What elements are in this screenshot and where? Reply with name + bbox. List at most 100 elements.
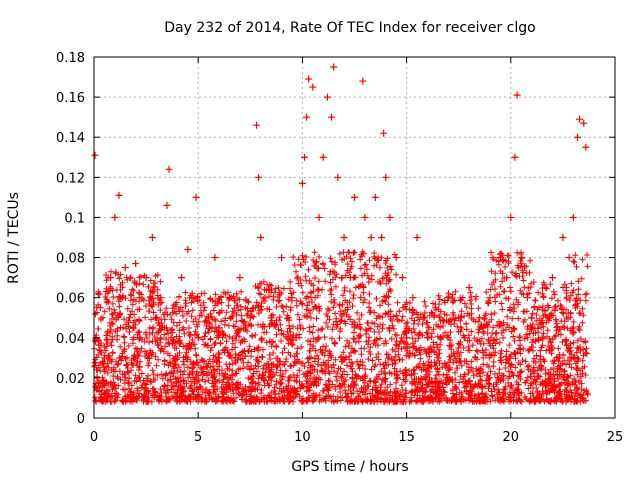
data-point	[486, 294, 494, 302]
data-point	[573, 133, 581, 141]
y-tick-label: 0.14	[56, 131, 85, 146]
y-tick-label: 0	[77, 412, 85, 427]
data-point	[267, 314, 275, 322]
y-axis-label: ROTI / TECUs	[6, 192, 22, 284]
y-tick-label: 0.12	[56, 171, 85, 186]
data-point	[476, 314, 484, 322]
x-tick-label: 0	[90, 430, 98, 445]
data-point	[386, 213, 394, 221]
data-point	[548, 274, 556, 282]
y-tick-label: 0.1	[64, 211, 85, 226]
data-point	[403, 334, 411, 342]
data-point	[434, 354, 442, 362]
data-point	[419, 314, 427, 322]
data-point	[340, 234, 348, 241]
data-point	[319, 153, 327, 161]
data-point	[184, 246, 192, 254]
data-point	[236, 274, 244, 282]
data-point	[461, 334, 469, 342]
data-point	[211, 254, 219, 262]
data-point	[111, 213, 119, 221]
data-point	[100, 354, 108, 362]
data-point	[538, 334, 546, 342]
data-point	[576, 115, 584, 123]
y-tick-label: 0.16	[56, 91, 85, 106]
data-point	[255, 173, 263, 181]
data-point	[96, 304, 104, 312]
data-point	[115, 191, 123, 199]
data-point	[559, 234, 567, 241]
data-point	[246, 314, 254, 322]
data-point	[528, 314, 536, 322]
axis-ticks: 0 0.02 0.04 0.06 0.08 0.1 0.12 0.14 0.16 0.18 0 5 10…	[56, 51, 623, 445]
data-point	[367, 234, 375, 241]
data-point	[496, 254, 504, 262]
data-point	[178, 274, 186, 282]
data-point	[334, 173, 342, 181]
data-point	[351, 193, 358, 201]
data-point	[157, 294, 165, 302]
data-point	[136, 334, 144, 342]
chart-title: Day 232 of 2014, Rate Of TEC Index for r…	[164, 20, 535, 36]
data-point	[132, 260, 140, 268]
data-point	[288, 294, 296, 302]
data-point	[517, 254, 525, 262]
data-point	[523, 294, 531, 302]
data-point	[215, 354, 223, 362]
data-point	[423, 334, 431, 342]
y-tick-label: 0.08	[56, 252, 85, 267]
data-point	[330, 63, 338, 71]
data-point	[359, 77, 367, 85]
data-point	[116, 294, 124, 302]
data-point	[507, 213, 515, 221]
data-point	[371, 193, 379, 201]
data-point	[303, 113, 311, 121]
data-point	[565, 254, 573, 262]
data-point	[253, 121, 261, 129]
data-point	[148, 234, 156, 241]
data-point	[121, 264, 129, 272]
plot-frame	[93, 56, 616, 419]
y-tick-label: 0.04	[56, 332, 85, 347]
scatter-cloud-markers	[91, 249, 591, 405]
y-tick-label: 0.02	[56, 372, 85, 387]
data-point	[392, 254, 400, 262]
data-point	[173, 354, 181, 362]
data-point	[361, 213, 369, 221]
data-point	[205, 314, 213, 322]
data-point	[328, 113, 336, 121]
x-axis-label: GPS time / hours	[291, 459, 408, 475]
x-tick-label: 20	[503, 430, 520, 445]
x-tick-label: 25	[607, 430, 624, 445]
data-point	[378, 234, 386, 241]
data-point	[357, 294, 365, 302]
data-point	[125, 314, 133, 322]
data-point	[194, 334, 202, 342]
data-point	[380, 129, 388, 137]
data-point	[91, 151, 99, 159]
data-point	[455, 314, 463, 322]
data-point	[398, 274, 406, 282]
y-tick-label: 0.06	[56, 292, 85, 307]
data-point	[569, 213, 577, 221]
x-tick-label: 15	[398, 430, 415, 445]
data-point	[346, 274, 354, 282]
data-point	[413, 234, 421, 241]
data-point	[225, 294, 233, 302]
data-point	[142, 274, 150, 282]
data-point	[309, 83, 317, 91]
data-point	[292, 334, 300, 342]
x-tick-label: 10	[294, 430, 311, 445]
data-point	[511, 153, 519, 161]
data-point	[300, 153, 308, 161]
data-point	[153, 314, 161, 322]
data-point	[261, 294, 269, 302]
data-point	[409, 294, 417, 302]
data-point	[382, 173, 390, 181]
data-point	[298, 179, 306, 187]
data-point	[163, 201, 171, 209]
data-points	[91, 63, 590, 382]
data-point	[192, 193, 200, 201]
data-point	[465, 284, 473, 292]
